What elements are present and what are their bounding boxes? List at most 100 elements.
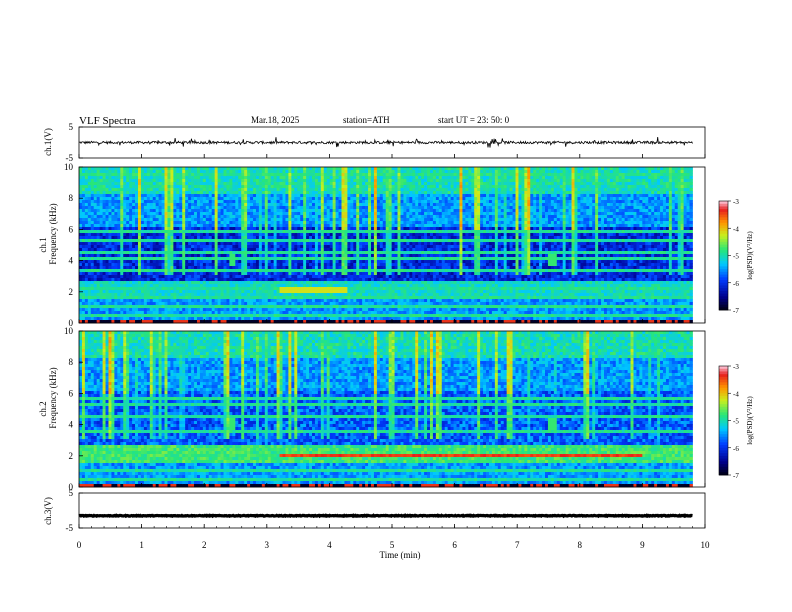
- spec1-cell: [297, 227, 301, 231]
- spec1-cell: [247, 305, 251, 309]
- spec1-cell: [191, 224, 195, 228]
- spec1-cell: [123, 308, 127, 312]
- spec1-cell: [188, 194, 192, 198]
- spec1-cell: [84, 314, 89, 318]
- spec1-cell: [317, 242, 322, 246]
- spec1-cell: [241, 191, 245, 195]
- spec1-cell: [250, 239, 254, 243]
- spec1-cell: [276, 278, 280, 282]
- spec1-cell: [196, 275, 201, 279]
- spec1-cell: [188, 188, 192, 192]
- spec1-cell: [282, 272, 286, 276]
- spec1-cell: [185, 308, 189, 312]
- spec1-cell: [353, 236, 357, 240]
- spec1-cell: [323, 248, 328, 252]
- spec1-cell: [149, 302, 154, 306]
- spec1-cell: [338, 173, 342, 177]
- spec1-cell: [182, 314, 186, 318]
- spec1-cell: [300, 221, 304, 225]
- spec1-cell: [93, 257, 98, 261]
- spec1-cell: [164, 227, 168, 231]
- spec1-cell: [208, 170, 213, 174]
- spec1-cell: [93, 305, 98, 309]
- spec1-cell: [344, 209, 348, 213]
- spec1-cell: [129, 293, 133, 297]
- spec1-cell: [347, 308, 351, 312]
- spec1-cell: [102, 248, 106, 252]
- spec1-cell: [235, 275, 239, 279]
- spec1-cell: [188, 176, 192, 180]
- spec1-cell: [114, 305, 118, 309]
- spec1-cell: [247, 227, 251, 231]
- spec1-cell: [279, 170, 283, 174]
- spec1-cell: [232, 239, 236, 243]
- spec1-cell: [220, 218, 224, 222]
- spec1-cell: [223, 257, 227, 261]
- spec1-cell: [194, 257, 198, 261]
- spec1-cell: [232, 209, 236, 213]
- spec1-cell: [84, 200, 89, 204]
- spec1-cell: [161, 170, 165, 174]
- spec1-cell: [359, 284, 363, 288]
- spec1-cell: [211, 257, 216, 261]
- spec1-cell: [211, 203, 216, 207]
- spec1-cell: [244, 218, 248, 222]
- spec1-cell: [267, 203, 272, 207]
- spec1-cell: [205, 227, 210, 231]
- spec1-cell: [226, 194, 230, 198]
- spec1-cell: [312, 170, 316, 174]
- spec1-cell: [235, 197, 239, 201]
- spec1-cell: [323, 311, 328, 315]
- spec1-cell: [155, 197, 160, 201]
- spec1-cell: [314, 278, 319, 282]
- spec1-cell: [329, 302, 334, 306]
- spec1-cell: [129, 287, 133, 291]
- spec1-cell: [205, 230, 210, 234]
- spec1-cell: [79, 176, 83, 180]
- spec1-cell: [214, 317, 219, 321]
- spec1-cell: [253, 287, 257, 291]
- spec1-cell: [353, 218, 357, 222]
- spec1-cell: [108, 209, 112, 213]
- spec1-cell: [326, 230, 331, 234]
- spec1-cell: [344, 188, 348, 192]
- spec1-cell: [179, 173, 183, 177]
- spec1-cell: [359, 209, 363, 213]
- spec1-cell: [253, 320, 257, 324]
- spec1-cell: [117, 209, 121, 213]
- spec1-cell: [170, 290, 174, 294]
- spec1-cell: [161, 284, 165, 288]
- spec1-cell: [264, 215, 269, 219]
- spec1-cell: [312, 275, 316, 279]
- spec1-cell: [247, 209, 251, 213]
- spec1-cell: [196, 185, 201, 189]
- spec1-cell: [84, 275, 89, 279]
- spec1-cell: [173, 272, 177, 276]
- spec1-cell: [170, 218, 174, 222]
- spec1-cell: [108, 290, 112, 294]
- spec1-cell: [312, 239, 316, 243]
- spec1-cell: [155, 257, 160, 261]
- spec1-cell: [191, 182, 195, 186]
- spec1-cell: [297, 185, 301, 189]
- spec1-cell: [123, 266, 127, 270]
- spec1-cell: [129, 299, 133, 303]
- spec1-cell: [137, 185, 142, 189]
- spec1-cell: [129, 233, 133, 237]
- spec1-cell: [279, 275, 283, 279]
- spec1-cell: [264, 317, 269, 321]
- spec1-cell: [270, 245, 275, 249]
- spec1-cell: [214, 284, 219, 288]
- spec1-cell: [179, 317, 183, 321]
- spec1-cell: [359, 185, 363, 189]
- spec1-cell: [208, 182, 213, 186]
- spec1-cell: [247, 260, 251, 264]
- spec1-cell: [276, 296, 280, 300]
- spec1-cell: [108, 185, 112, 189]
- spec1-cell: [96, 185, 101, 189]
- spec1-cell: [267, 275, 272, 279]
- spec1-cell: [276, 221, 280, 225]
- spec1-cell: [332, 257, 336, 261]
- spec1-cell: [241, 173, 245, 177]
- spec1-cell: [208, 242, 213, 246]
